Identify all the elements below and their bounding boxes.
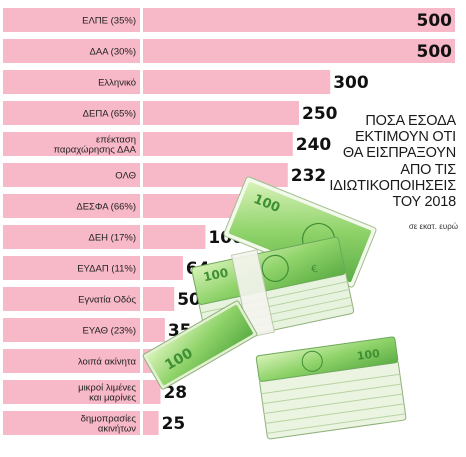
bar <box>143 163 288 187</box>
bar <box>143 225 206 249</box>
category-label: Ελληνικό <box>98 78 136 89</box>
category-label: ΔΑΑ (30%) <box>90 47 136 58</box>
category-label: μικροί λιμένες και μαρίνες <box>78 383 136 404</box>
category-label-box <box>3 318 140 342</box>
category-label-box <box>3 101 140 125</box>
category-label: ΕΥΔΑΠ (11%) <box>77 264 136 275</box>
category-label-box <box>3 380 140 404</box>
bar <box>143 70 331 94</box>
unit-note: σε εκατ. ευρώ <box>408 222 458 231</box>
value-label: 35 <box>168 321 192 341</box>
category-label: λοιπά ακίνητα <box>78 357 137 368</box>
bar <box>143 8 455 32</box>
chart-title-line: ΕΚΤΙΜΟΥΝ ΟΤΙ <box>354 129 456 146</box>
value-label: 25 <box>162 414 186 434</box>
category-label-box <box>3 349 140 373</box>
value-label: 240 <box>296 135 332 155</box>
category-label-box <box>3 225 140 249</box>
category-label-box <box>3 70 140 94</box>
category-label: Εγνατία Οδός <box>78 295 136 306</box>
chart-title-line: ΑΠΟ ΤΙΣ <box>400 161 456 178</box>
value-label: 31 <box>165 352 189 372</box>
bar <box>143 101 299 125</box>
category-label: ΔΕΗ (17%) <box>88 233 136 244</box>
category-label-box <box>3 163 140 187</box>
chart-title-line: ΘΑ ΕΙΣΠΡΑΞΟΥΝ <box>342 145 456 162</box>
category-label-boxes <box>3 8 140 435</box>
bar <box>143 39 455 63</box>
category-label-box <box>3 8 140 32</box>
category-label-box <box>3 132 140 156</box>
category-label: ΕΛΠΕ (35%) <box>82 16 136 27</box>
chart-title: ΠΟΣΑ ΕΣΟΔΑ ΕΚΤΙΜΟΥΝ ΟΤΙ ΘΑ ΕΙΣΠΡΑΞΟΥΝ ΑΠ… <box>306 113 456 210</box>
category-label: δημοπρασίες ακινήτων <box>81 414 137 435</box>
category-label: ΔΕΠΑ (65%) <box>83 109 136 120</box>
value-label: 188 <box>263 197 299 217</box>
category-label-box <box>3 411 140 435</box>
bar <box>143 349 163 373</box>
chart-title-line: ΤΟΥ 2018 <box>392 194 456 211</box>
bar <box>143 380 161 404</box>
bar <box>143 256 183 280</box>
chart-title-line: ΠΟΣΑ ΕΣΟΔΑ <box>365 113 456 129</box>
category-label-box <box>3 194 140 218</box>
category-label-box <box>3 39 140 63</box>
category-label: ΔΕΣΦΑ (66%) <box>76 202 136 213</box>
value-label: 300 <box>333 73 369 93</box>
value-label: 500 <box>417 42 453 62</box>
bar <box>143 318 165 342</box>
category-label: ΕΥΑΘ (23%) <box>83 326 136 337</box>
value-label: 500 <box>417 11 453 31</box>
bar <box>143 287 175 311</box>
category-label: ΟΛΘ <box>115 171 136 182</box>
value-label: 250 <box>302 104 338 124</box>
value-label: 100 <box>208 228 244 248</box>
category-label-box <box>3 287 140 311</box>
bar <box>143 411 159 435</box>
value-label: 64 <box>186 259 210 279</box>
value-label: 28 <box>163 383 187 403</box>
value-label: 50 <box>177 290 201 310</box>
bar <box>143 194 261 218</box>
category-label: επέκταση παραχώρησης ΔΑΑ <box>53 135 136 156</box>
category-label-box <box>3 256 140 280</box>
bar <box>143 132 293 156</box>
chart-title-line: ΙΔΙΩΤΙΚΟΠΟΙΗΣΕΙΣ <box>329 177 456 194</box>
